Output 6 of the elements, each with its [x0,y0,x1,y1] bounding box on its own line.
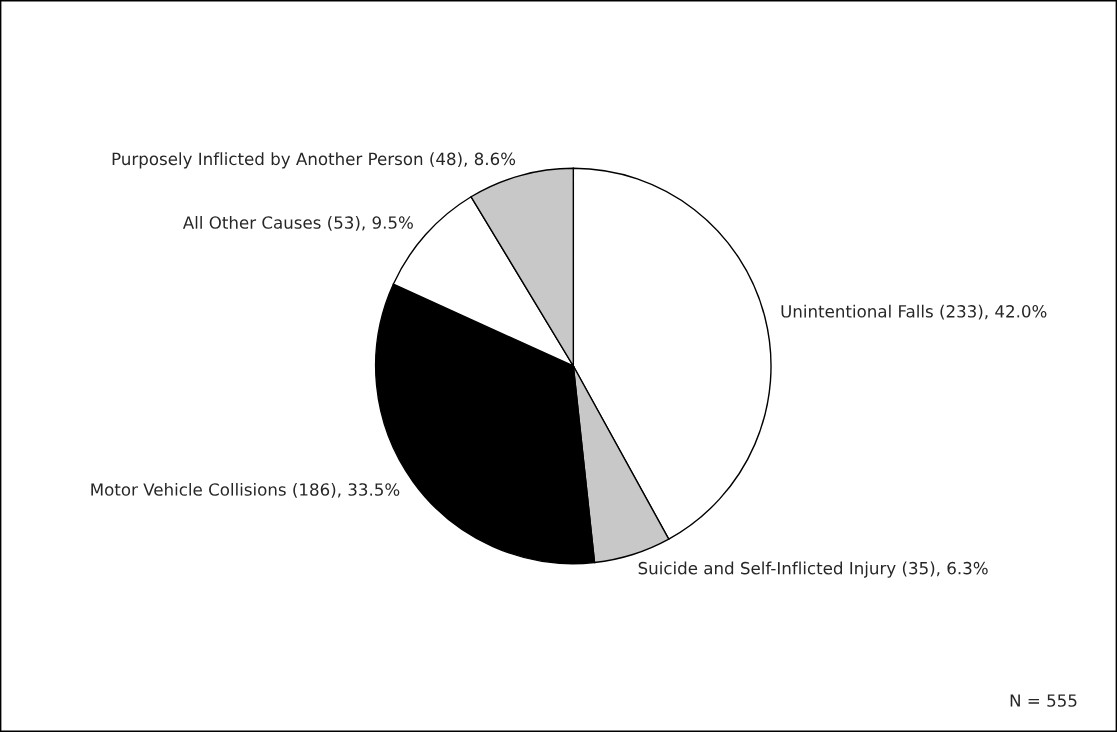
slice-label: Suicide and Self-Inflicted Injury (35), 6.3% [638,561,988,578]
slice-label: Purposely Inflicted by Another Person (48), 8.6% [112,152,516,169]
slice-label: All Other Causes (53), 9.5% [182,215,413,231]
slice-label: Unintentional Falls (233), 42.0% [781,304,1047,320]
text: N = 555 [1010,694,1077,707]
slice-label: Motor Vehicle Collisions (186), 33.5% [91,482,400,498]
